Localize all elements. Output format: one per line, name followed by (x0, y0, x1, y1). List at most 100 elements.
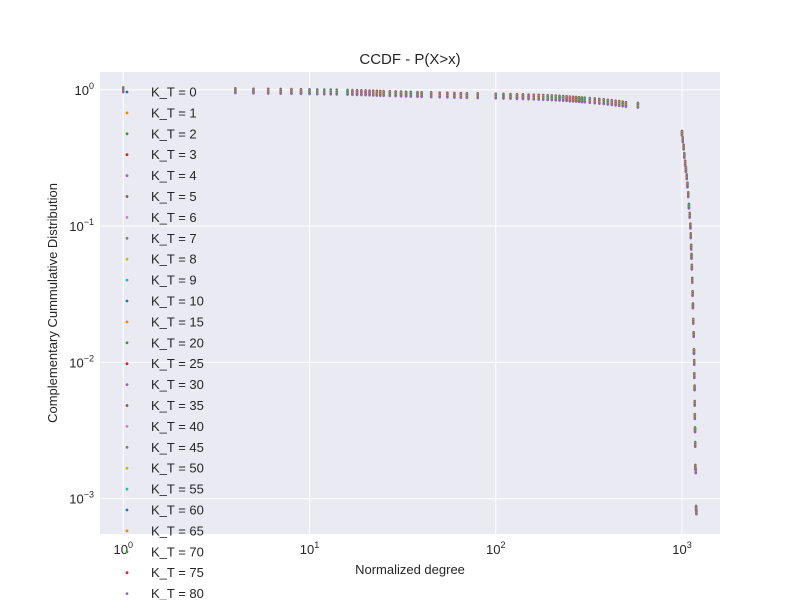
legend-label-7: K_T = 7 (151, 231, 197, 246)
x-tick-label-1: 101 (300, 540, 319, 557)
legend-marker-23 (125, 571, 129, 575)
data-point (568, 100, 572, 103)
legend-item-18: K_T = 50 (125, 461, 204, 476)
legend-item-7: K_T = 7 (125, 231, 197, 246)
legend-marker-8 (125, 257, 129, 261)
data-point (694, 509, 698, 512)
legend-label-6: K_T = 6 (151, 210, 197, 225)
legend-marker-10 (125, 299, 129, 303)
y-axis-label: Complementary Cummulative Distribution (45, 183, 60, 423)
data-point (606, 103, 610, 106)
legend-item-21: K_T = 65 (125, 523, 204, 538)
legend-label-10: K_T = 10 (151, 294, 204, 309)
legend-item-19: K_T = 55 (125, 482, 204, 497)
data-point (691, 307, 695, 310)
legend-marker-4 (125, 174, 129, 178)
legend-label-1: K_T = 1 (151, 105, 197, 120)
legend-item-10: K_T = 10 (125, 294, 204, 309)
legend-item-16: K_T = 40 (125, 419, 204, 434)
data-point (693, 431, 697, 434)
data-point (693, 417, 697, 421)
data-point (692, 352, 696, 356)
data-point (351, 93, 354, 97)
x-axis-ticks: 100 101 102 103 (114, 540, 692, 557)
data-point (681, 141, 684, 144)
legend-marker-2 (125, 132, 129, 136)
data-point (691, 281, 694, 285)
data-point (690, 257, 693, 261)
y-tick-label-0: 100 (75, 81, 94, 98)
x-axis-label: Normalized degree (355, 562, 465, 577)
data-point (394, 95, 397, 98)
legend-label-20: K_T = 60 (151, 503, 204, 518)
data-point (684, 170, 688, 174)
legend-marker-13 (125, 362, 129, 366)
data-point (690, 268, 694, 271)
data-point (617, 104, 621, 108)
legend-marker-24 (125, 592, 129, 595)
data-point (542, 98, 545, 102)
data-point (694, 468, 697, 471)
data-point (577, 100, 581, 104)
data-point (429, 96, 433, 99)
legend-item-6: K_T = 6 (125, 210, 197, 225)
legend: K_T = 0 K_T = 1 K_T = 2 K_T = 3 K_T = 4 K_T =… (125, 85, 204, 600)
legend-item-1: K_T = 1 (125, 105, 197, 120)
data-point (375, 94, 379, 97)
legend-marker-6 (125, 216, 129, 219)
data-point (234, 92, 237, 95)
legend-label-21: K_T = 65 (151, 523, 204, 538)
data-point (583, 101, 586, 104)
legend-marker-3 (125, 153, 129, 157)
legend-marker-22 (125, 550, 129, 554)
data-point (509, 97, 512, 101)
data-point (290, 92, 293, 96)
legend-marker-19 (125, 487, 129, 491)
data-point (624, 105, 628, 109)
data-point (335, 93, 338, 96)
data-point (494, 97, 497, 100)
y-axis-ticks: 100 10−1 10−2 10−3 (69, 81, 94, 507)
legend-marker-9 (125, 278, 129, 282)
data-point (360, 94, 363, 97)
legend-item-14: K_T = 30 (125, 377, 204, 392)
data-point (122, 91, 125, 94)
legend-marker-15 (125, 404, 129, 407)
data-point (554, 99, 557, 102)
legend-label-15: K_T = 35 (151, 398, 204, 413)
legend-marker-11 (125, 320, 129, 324)
data-point (580, 101, 584, 104)
legend-label-9: K_T = 9 (151, 273, 197, 288)
data-point (561, 99, 565, 103)
legend-label-4: K_T = 4 (151, 168, 197, 183)
legend-marker-5 (125, 195, 129, 198)
data-point (388, 94, 392, 98)
legend-item-4: K_T = 4 (125, 168, 197, 183)
data-point (502, 97, 505, 100)
data-point (453, 96, 456, 99)
data-point (364, 94, 367, 97)
legend-label-19: K_T = 55 (151, 482, 204, 497)
legend-item-3: K_T = 3 (125, 147, 197, 162)
data-point (565, 99, 568, 103)
legend-item-20: K_T = 60 (125, 503, 204, 518)
legend-item-24: K_T = 80 (125, 586, 204, 600)
data-point (446, 96, 449, 99)
data-point (693, 404, 696, 408)
data-point (379, 94, 382, 98)
data-point (382, 94, 385, 98)
series-points-24 (122, 91, 698, 516)
legend-item-2: K_T = 2 (125, 126, 197, 141)
data-point (438, 96, 441, 99)
data-point (692, 322, 695, 326)
legend-marker-17 (125, 445, 129, 449)
legend-item-22: K_T = 70 (125, 544, 204, 559)
data-point (694, 472, 697, 475)
data-point (550, 99, 554, 102)
legend-marker-20 (125, 508, 129, 512)
data-point (695, 513, 698, 516)
data-point (621, 105, 624, 108)
legend-marker-14 (125, 383, 129, 386)
legend-label-3: K_T = 3 (151, 147, 197, 162)
